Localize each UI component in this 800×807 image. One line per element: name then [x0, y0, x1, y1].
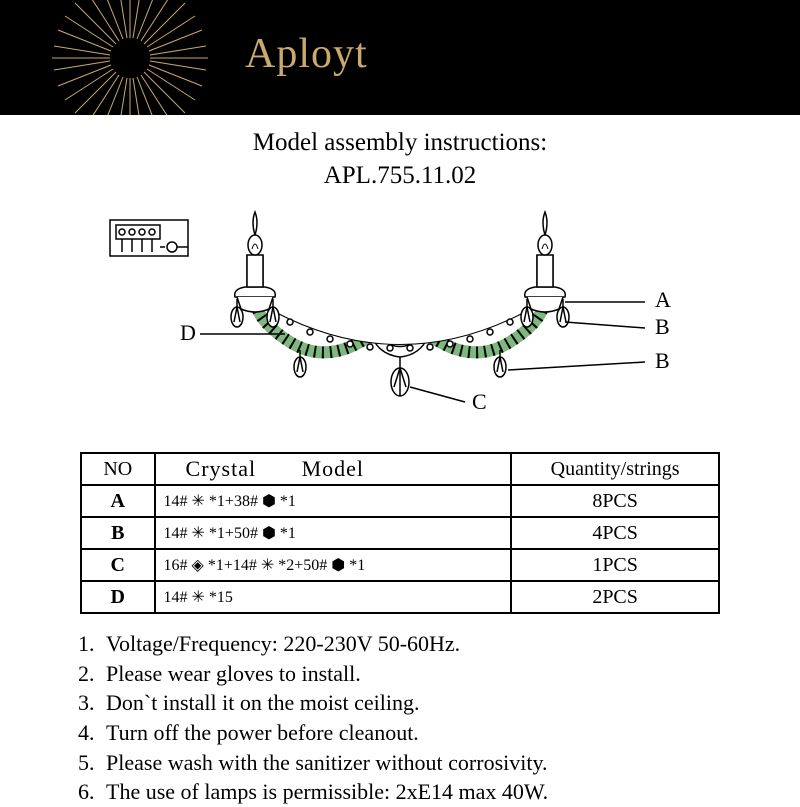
title-line1: Model assembly instructions:	[0, 127, 800, 160]
cell-no: B	[81, 517, 155, 549]
cell-no: D	[81, 581, 155, 613]
instruction-notes: Voltage/Frequency: 220-230V 50-60Hz. Ple…	[70, 629, 740, 807]
th-qty: Quantity/strings	[511, 453, 719, 485]
th-no: NO	[81, 453, 155, 485]
th-model: Crystal Model	[155, 453, 512, 485]
cell-qty: 8PCS	[511, 485, 719, 517]
cell-model: 16# ◈ *1+14# ✳ *2+50# ⬢ *1	[155, 549, 512, 581]
brand-name: Aployt	[245, 30, 368, 78]
cell-qty: 2PCS	[511, 581, 719, 613]
table-row: C 16# ◈ *1+14# ✳ *2+50# ⬢ *1 1PCS	[81, 549, 719, 581]
cell-no: C	[81, 549, 155, 581]
diagram-label-b2: B	[655, 348, 670, 373]
diagram-label-c: C	[472, 389, 487, 414]
note-item: Don`t install it on the moist ceiling.	[100, 688, 740, 718]
cell-no: A	[81, 485, 155, 517]
title-block: Model assembly instructions: APL.755.11.…	[0, 127, 800, 192]
note-item: Please wash with the sanitizer without c…	[100, 748, 740, 778]
note-item: The use of lamps is permissible: 2xE14 m…	[100, 777, 740, 807]
cell-model: 14# ✳ *1+38# ⬢ *1	[155, 485, 512, 517]
diagram-label-d: D	[180, 320, 196, 345]
sunburst-logo-icon	[30, 0, 230, 115]
cell-model: 14# ✳ *1+50# ⬢ *1	[155, 517, 512, 549]
note-item: Voltage/Frequency: 220-230V 50-60Hz.	[100, 629, 740, 659]
cell-qty: 4PCS	[511, 517, 719, 549]
table-row: B 14# ✳ *1+50# ⬢ *1 4PCS	[81, 517, 719, 549]
note-item: Turn off the power before cleanout.	[100, 718, 740, 748]
cell-qty: 1PCS	[511, 549, 719, 581]
table-row: A 14# ✳ *1+38# ⬢ *1 8PCS	[81, 485, 719, 517]
table-row: D 14# ✳ *15 2PCS	[81, 581, 719, 613]
diagram-label-a: A	[655, 287, 671, 312]
assembly-diagram: A B B C D	[0, 202, 800, 437]
crystal-spec-table: NO Crystal Model Quantity/strings A 14# …	[80, 452, 720, 614]
cell-model: 14# ✳ *15	[155, 581, 512, 613]
note-item: Please wear gloves to install.	[100, 659, 740, 689]
diagram-label-b: B	[655, 314, 670, 339]
brand-banner: Aployt	[0, 0, 800, 115]
title-line2: APL.755.11.02	[0, 160, 800, 193]
